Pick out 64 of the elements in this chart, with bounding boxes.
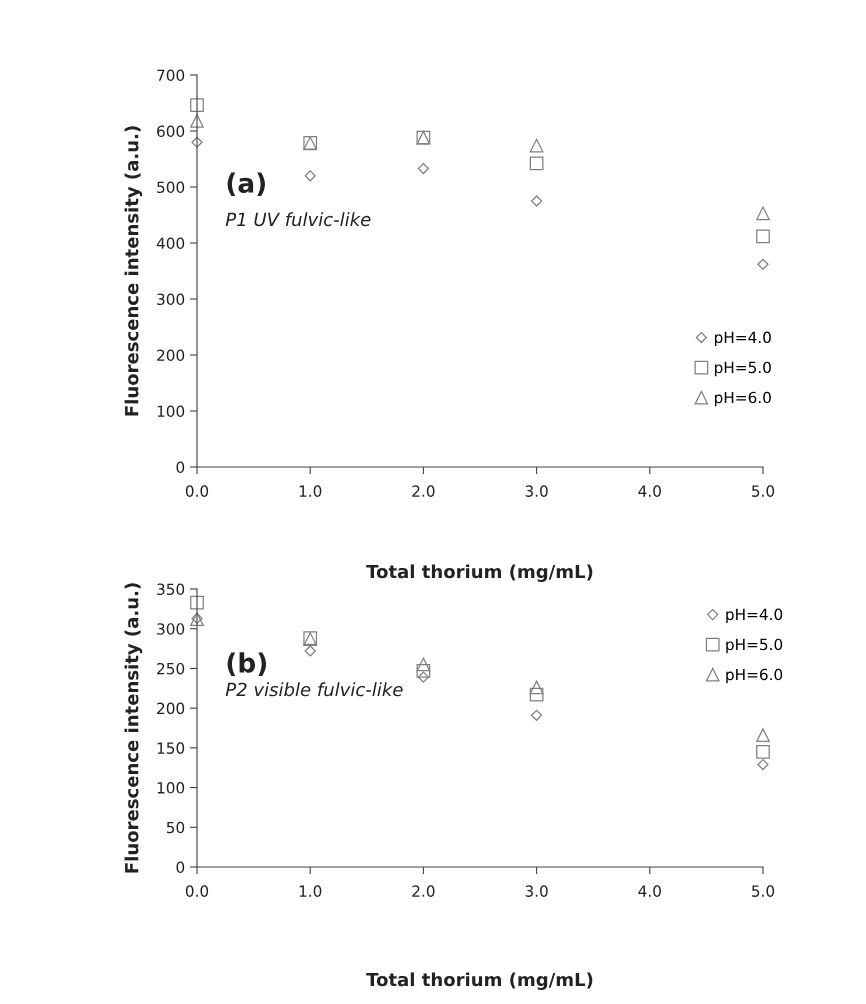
x-tick-label: 3.0 (525, 885, 548, 897)
x-tick-label: 2.0 (412, 885, 435, 897)
point (530, 709, 543, 721)
x-tick-label: 5.0 (752, 485, 775, 497)
point (417, 162, 430, 175)
point (756, 744, 770, 759)
y-tick-label: 500 (157, 181, 185, 194)
x-tick-label: 1.0 (299, 885, 322, 897)
point (529, 138, 544, 153)
y-tick-label: 300 (157, 293, 185, 306)
x-tick-label: 0.0 (185, 885, 209, 897)
point (417, 671, 430, 683)
y-tick-label: 700 (157, 69, 185, 82)
x-axis-title: Total thorium (mg/mL) (366, 564, 593, 582)
annotation: P1 UV fulvic-like (225, 212, 371, 227)
legend-label: pH=4.0 (726, 608, 783, 624)
legend-label: pH=5.0 (726, 638, 783, 654)
point (190, 595, 204, 610)
x-tick-label: 4.0 (638, 885, 661, 897)
x-axis-title: Total thorium (mg/mL) (366, 972, 593, 990)
y-tick-label: 200 (157, 349, 185, 362)
x-tick-label: 0.0 (185, 485, 209, 497)
point (304, 645, 316, 657)
y-tick-label: 0 (176, 461, 185, 474)
point (756, 728, 770, 743)
y-tick-label: 600 (157, 125, 185, 138)
point (756, 229, 770, 244)
y-tick-label: 100 (157, 782, 185, 794)
y-axis-title: Fluorescence intensity (a.u.) (124, 126, 143, 416)
point (190, 114, 204, 128)
legend-label: pH=4.0 (714, 331, 771, 347)
y-tick-label: 300 (157, 623, 185, 635)
point (529, 680, 544, 695)
x-tick-label: 4.0 (638, 485, 661, 497)
point (191, 136, 203, 148)
y-tick-label: 0 (176, 861, 185, 874)
point (529, 156, 544, 171)
annotation: P2 visible fulvic-like (225, 682, 403, 697)
point (757, 258, 769, 270)
y-tick-label: 200 (157, 702, 185, 715)
y-tick-label: 350 (157, 583, 185, 596)
legend-label: pH=5.0 (714, 361, 771, 377)
y-axis-title: Fluorescence intensity (a.u.) (124, 583, 143, 873)
point (416, 657, 431, 672)
point (757, 758, 769, 771)
y-tick-label: 150 (157, 742, 185, 754)
y-tick-label: 100 (157, 405, 185, 418)
y-tick-label: 250 (157, 662, 185, 675)
legend-label: pH=6.0 (726, 668, 783, 684)
point (529, 687, 544, 702)
annotation: (a) (227, 172, 265, 197)
x-tick-label: 1.0 (299, 485, 322, 497)
y-tick-label: 50 (166, 821, 185, 834)
point (416, 663, 431, 678)
point (304, 170, 316, 182)
x-tick-label: 2.0 (412, 485, 435, 497)
point (190, 98, 204, 113)
point (530, 195, 543, 207)
y-tick-label: 400 (156, 237, 185, 250)
x-tick-label: 5.0 (752, 885, 775, 897)
legend-label: pH=6.0 (714, 391, 771, 407)
point (756, 206, 770, 221)
annotation: (b) (227, 652, 267, 676)
x-tick-label: 3.0 (525, 485, 548, 497)
